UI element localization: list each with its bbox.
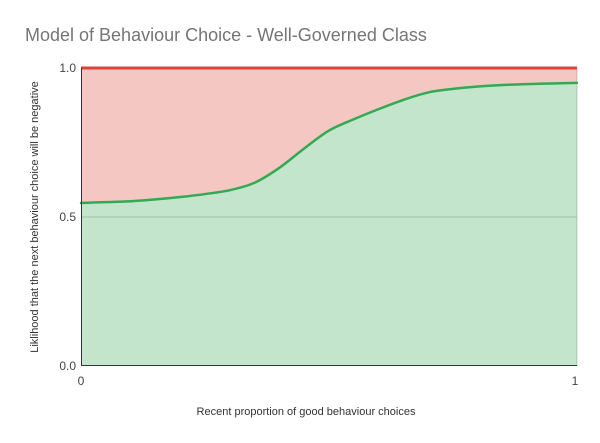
y-tick-0.5: 0.5 — [59, 210, 76, 224]
x-axis-title: Recent proportion of good behaviour choi… — [196, 406, 416, 418]
plot-area — [79, 66, 579, 367]
y-axis-title: Liklihood that the next behaviour choice… — [29, 81, 41, 353]
chart-title: Model of Behaviour Choice - Well-Governe… — [25, 25, 427, 45]
x-tick-0: 0 — [77, 374, 85, 388]
positive-area-fill — [81, 82, 577, 367]
positive-series-line — [79, 81, 579, 205]
y-tick-1.0: 1.0 — [59, 61, 76, 75]
x-tick-1: 1 — [571, 374, 579, 388]
negative-area-fill — [81, 68, 577, 203]
y-tick-0.0: 0.0 — [59, 359, 76, 373]
